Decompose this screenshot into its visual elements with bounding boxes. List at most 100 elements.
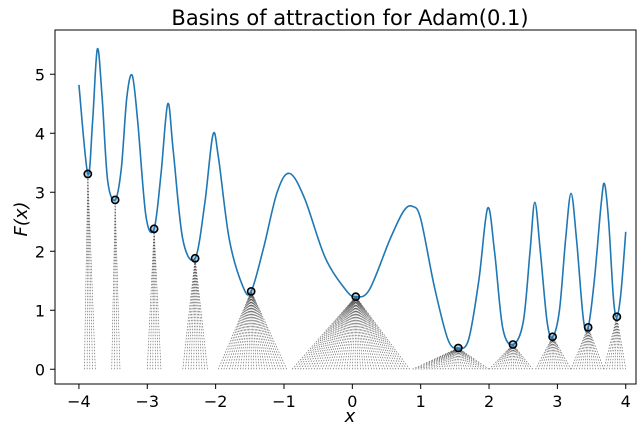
trajectory-line — [84, 173, 89, 370]
trajectory-line — [194, 258, 203, 370]
trajectory-line — [153, 228, 156, 370]
trajectory-line — [193, 258, 196, 370]
trajectory-line — [573, 327, 589, 370]
trajectory-line — [305, 296, 357, 370]
trajectory-line — [355, 296, 386, 370]
minimum-marker — [83, 169, 93, 179]
trajectory-line — [578, 327, 589, 370]
trajectory-line — [587, 327, 591, 370]
trajectory-line — [457, 347, 463, 370]
trajectory-line — [355, 296, 397, 370]
trajectory-line — [616, 316, 618, 370]
trajectory-line — [442, 347, 459, 370]
x-tick-label: −1 — [272, 392, 296, 411]
minimum-marker — [548, 332, 558, 342]
trajectory-line — [114, 199, 121, 370]
trajectory-line — [512, 344, 517, 370]
trajectory-line — [436, 347, 459, 370]
trajectory-line — [153, 228, 162, 370]
trajectory-line — [250, 291, 266, 370]
trajectory-line — [220, 291, 252, 370]
trajectory-line — [584, 327, 589, 370]
trajectory-line — [313, 296, 357, 370]
x-tick-label: 0 — [347, 392, 357, 411]
trajectory-line — [355, 296, 361, 370]
trajectory-line — [420, 347, 459, 370]
trajectory-line — [576, 327, 589, 370]
trajectory-line — [355, 296, 400, 370]
trajectory-line — [552, 336, 558, 370]
minimum-marker — [246, 286, 256, 296]
trajectory-line — [355, 296, 367, 370]
trajectory-line — [194, 258, 206, 370]
minimum-marker — [453, 343, 463, 353]
trajectory-line — [355, 296, 381, 370]
plot-frame — [54, 29, 637, 385]
trajectory-line — [434, 347, 459, 370]
trajectory-line — [194, 258, 197, 370]
trajectory-line — [182, 258, 196, 370]
trajectory-line — [552, 336, 566, 370]
y-axis-ticks: 0 1 2 3 4 5 — [35, 65, 55, 379]
trajectory-line — [250, 291, 271, 370]
trajectory-line — [86, 173, 89, 370]
trajectory-line — [355, 296, 402, 370]
trajectory-line — [491, 344, 514, 370]
x-tick-label: 2 — [484, 392, 494, 411]
trajectory-line — [546, 336, 553, 370]
axes — [54, 29, 637, 385]
trajectory-line — [149, 228, 155, 370]
x-axis-label: x — [344, 406, 356, 427]
trajectory-line — [250, 291, 257, 370]
trajectory-line — [250, 291, 263, 370]
trajectory-line — [535, 336, 553, 370]
minima-markers — [83, 169, 622, 353]
trajectory-line — [447, 347, 459, 370]
trajectory-line — [355, 296, 370, 370]
trajectory-line — [248, 291, 252, 370]
curve-layer — [78, 48, 627, 350]
trajectory-line — [114, 199, 116, 370]
minimum-marker — [508, 340, 518, 349]
x-tick-label: −2 — [204, 392, 228, 411]
trajectory-line — [250, 291, 260, 370]
trajectory-line — [351, 296, 357, 370]
trajectory-line — [231, 291, 252, 370]
trajectory-line — [587, 327, 589, 370]
trajectory-line — [445, 347, 459, 370]
trajectory-line — [300, 296, 357, 370]
trajectory-line — [355, 296, 364, 370]
trajectory-line — [294, 296, 357, 370]
trajectory-line — [152, 228, 155, 370]
minimum-marker — [612, 312, 622, 322]
trajectory-line — [338, 296, 357, 370]
y-tick-label: 4 — [35, 124, 45, 143]
trajectory-line — [245, 291, 252, 370]
trajectory-line — [250, 291, 285, 370]
trajectory-line — [355, 296, 394, 370]
trajectory-line — [291, 296, 357, 370]
trajectory-line — [308, 296, 357, 370]
trajectory-line — [321, 296, 357, 370]
trajectory-line — [431, 347, 459, 370]
y-tick-label: 2 — [35, 242, 45, 261]
trajectory-line — [587, 327, 599, 370]
trajectory-line — [423, 347, 459, 370]
trajectory-line — [548, 336, 553, 370]
trajectory-line — [354, 296, 357, 370]
trajectory-line — [552, 336, 564, 370]
trajectory-line — [494, 344, 514, 370]
trajectory-line — [458, 347, 479, 370]
y-axis-label: F(x) — [11, 201, 32, 236]
trajectory-line — [311, 296, 357, 370]
trajectory-line — [616, 316, 621, 370]
trajectory-line — [606, 316, 618, 370]
trajectory-line — [496, 344, 514, 370]
trajectory-line — [355, 296, 411, 370]
trajectory-line — [551, 336, 553, 370]
trajectory-line — [335, 296, 357, 370]
trajectory-line — [510, 344, 514, 370]
y-tick-label: 1 — [35, 301, 45, 320]
trajectory-line — [355, 296, 378, 370]
